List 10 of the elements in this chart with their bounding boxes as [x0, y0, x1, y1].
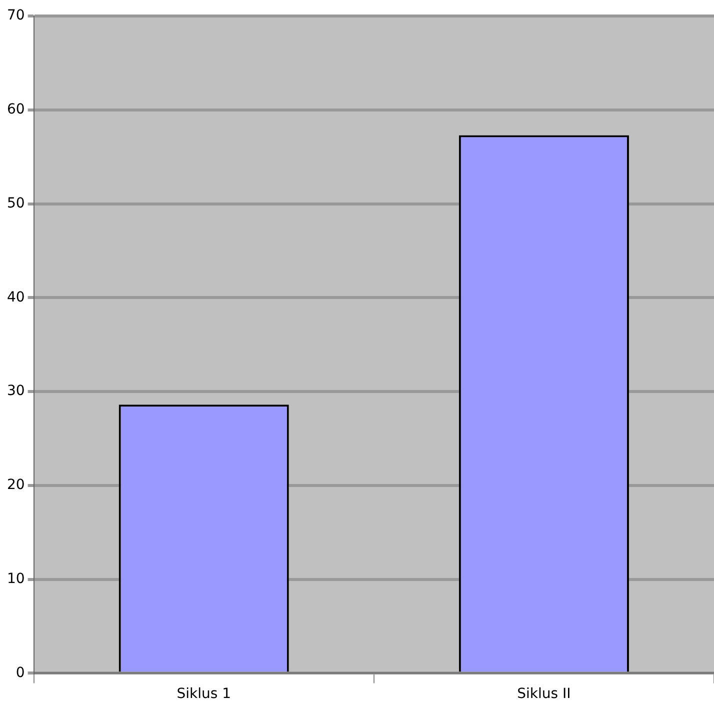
y-tick-label: 70: [6, 8, 25, 24]
y-tick-label: 0: [16, 664, 25, 681]
y-tick-label: 50: [6, 195, 25, 212]
y-tick-label: 60: [6, 102, 25, 118]
y-tick-label: 40: [6, 289, 25, 306]
x-tick-label: Siklus 1: [176, 686, 232, 702]
y-tick-label: 30: [6, 383, 25, 400]
y-tick-label: 20: [6, 477, 25, 494]
y-tick-label: 10: [6, 570, 25, 587]
x-tick-label: Siklus II: [517, 686, 571, 702]
